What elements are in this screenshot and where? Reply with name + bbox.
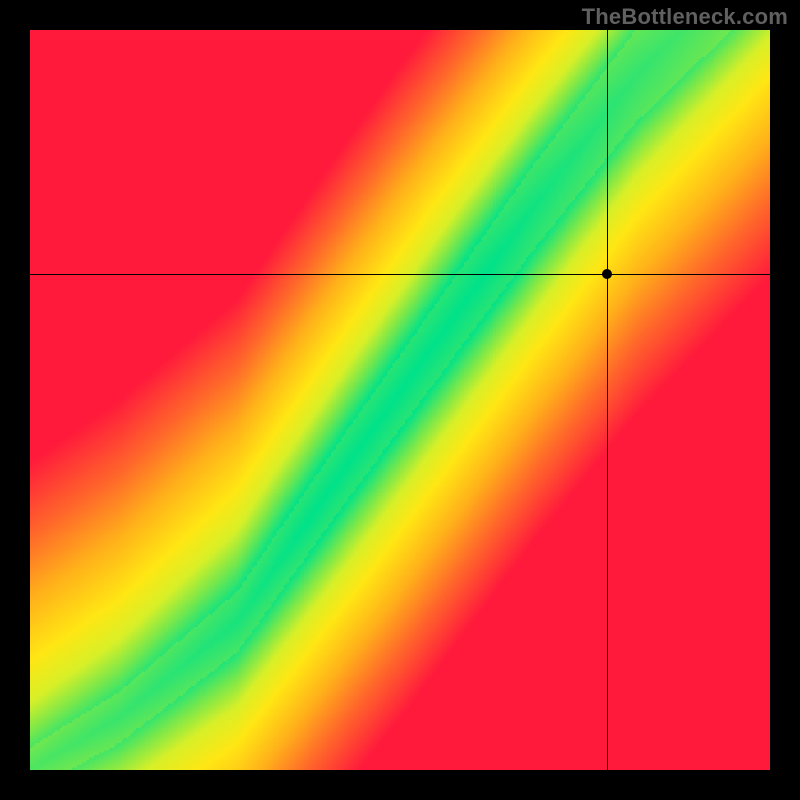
bottleneck-heatmap: [30, 30, 770, 770]
crosshair-vertical: [607, 30, 608, 770]
crosshair-marker-dot: [602, 269, 612, 279]
watermark-text: TheBottleneck.com: [582, 4, 788, 30]
crosshair-horizontal: [30, 274, 770, 275]
